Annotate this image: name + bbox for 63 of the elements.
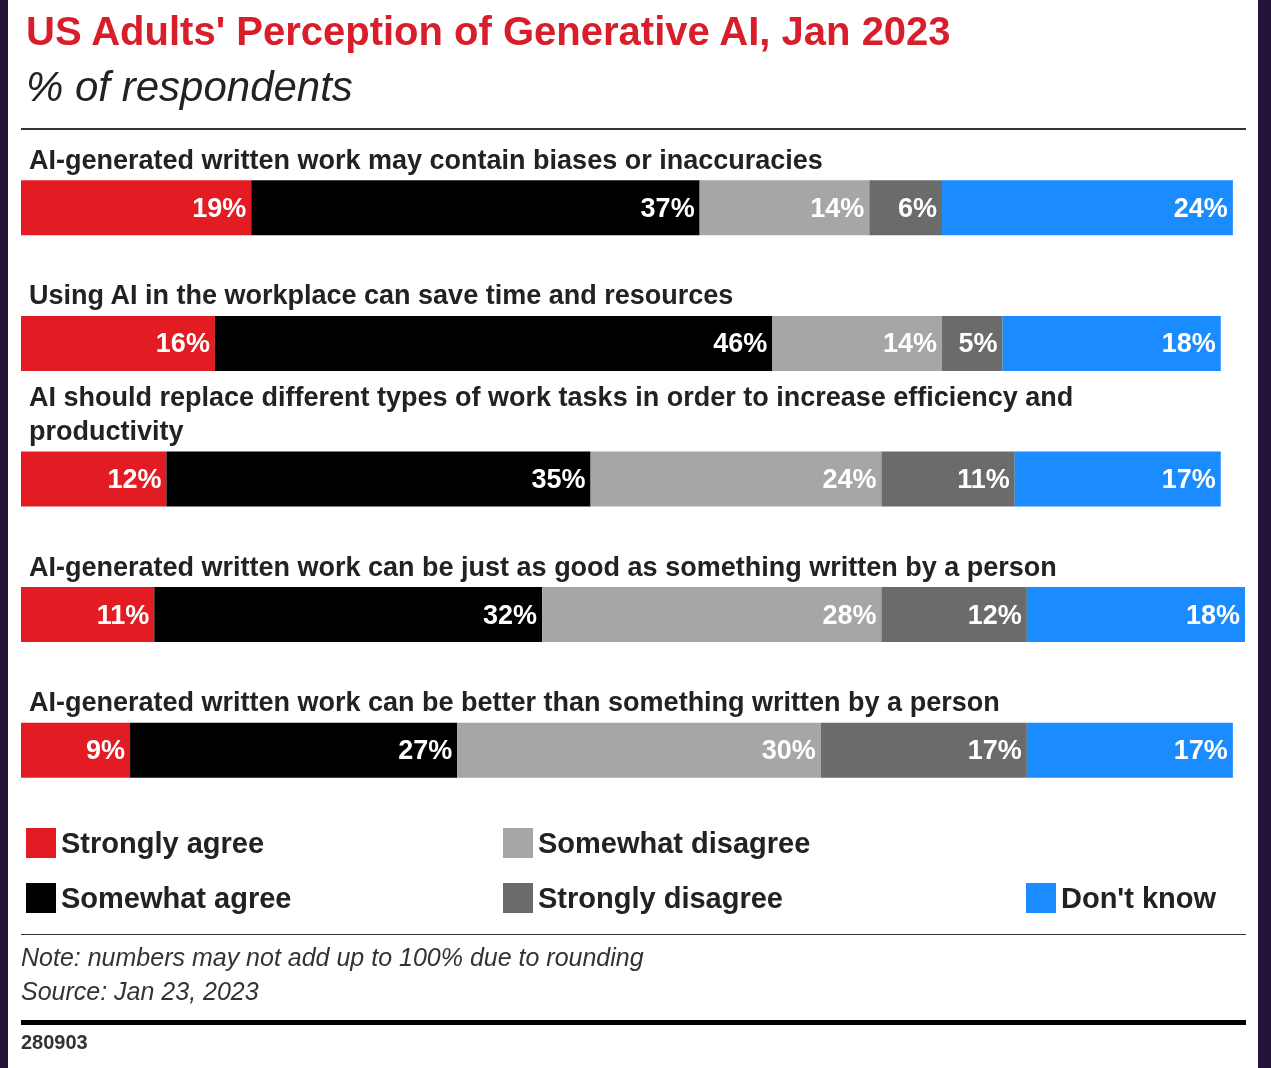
legend-label: Somewhat agree [61, 882, 292, 914]
legend-label: Strongly agree [61, 827, 265, 859]
data-label: 28% [822, 599, 877, 630]
data-label: 17% [1173, 735, 1228, 766]
data-label: 11% [957, 464, 1010, 494]
data-label: 16% [155, 328, 210, 359]
bar [154, 587, 543, 643]
data-label: 17% [1161, 464, 1216, 494]
data-label: 12% [107, 464, 162, 494]
y-tick-label: AI-generated written work can be just as good as something written by a person [29, 551, 1057, 582]
data-label: 30% [761, 735, 816, 766]
bar [772, 315, 943, 371]
data-label: 12% [967, 599, 1022, 630]
bar [881, 587, 1027, 643]
bar [166, 451, 591, 507]
bar [881, 451, 1015, 507]
data-label: 24% [822, 464, 877, 494]
data-label: 24% [1173, 192, 1228, 223]
data-label: 32% [483, 599, 538, 630]
bar [942, 180, 1233, 236]
bar [21, 451, 167, 507]
bar [1002, 315, 1221, 371]
data-label: 37% [640, 192, 695, 223]
data-label: 35% [531, 464, 586, 494]
text: 280903 [21, 1031, 88, 1053]
chart-title: US Adults' Perception of Generative AI, Jan 2023 [26, 9, 951, 53]
bar [820, 722, 1027, 778]
bar [1026, 587, 1245, 643]
data-label: 18% [1185, 599, 1240, 630]
data-label: 17% [967, 735, 1022, 766]
bar [21, 315, 215, 371]
data-label: 9% [86, 735, 126, 766]
bar [21, 180, 252, 236]
legend-label: Somewhat disagree [538, 827, 811, 859]
bar [130, 722, 458, 778]
y-tick-label: AI should replace different types of work tasks in order to increase efficiency and productivity [29, 382, 1081, 446]
data-label: 46% [713, 328, 768, 359]
bar [542, 587, 882, 643]
chart-subtitle: % of respondents [26, 62, 353, 110]
bar [214, 315, 773, 371]
legend-label: Don't know [1061, 882, 1217, 914]
y-tick-label: AI-generated written work may contain biases or inaccuracies [29, 144, 823, 175]
data-label: 11% [96, 599, 150, 630]
text: Note: numbers may not add up to 100% due to rounding [21, 942, 644, 971]
bar [21, 587, 155, 643]
legend-label: Strongly disagree [538, 882, 783, 914]
data-label: 19% [192, 192, 247, 223]
bar [1014, 451, 1221, 507]
bar [1026, 722, 1233, 778]
data-label: 5% [958, 328, 998, 359]
data-label: 27% [398, 735, 453, 766]
data-label: 18% [1161, 328, 1216, 359]
bar [590, 451, 882, 507]
y-tick-label: AI-generated written work can be better than something written by a person [29, 687, 1000, 718]
bar [457, 722, 821, 778]
data-label: 14% [882, 328, 938, 359]
bar [251, 180, 700, 236]
bar [699, 180, 870, 236]
data-label: 6% [898, 192, 938, 223]
bar [21, 722, 131, 778]
data-label: 14% [810, 192, 865, 223]
source-note: Source: Jan 23, 2023 [21, 976, 259, 1005]
y-tick-label: Using AI in the workplace can save time and resources [29, 280, 734, 311]
